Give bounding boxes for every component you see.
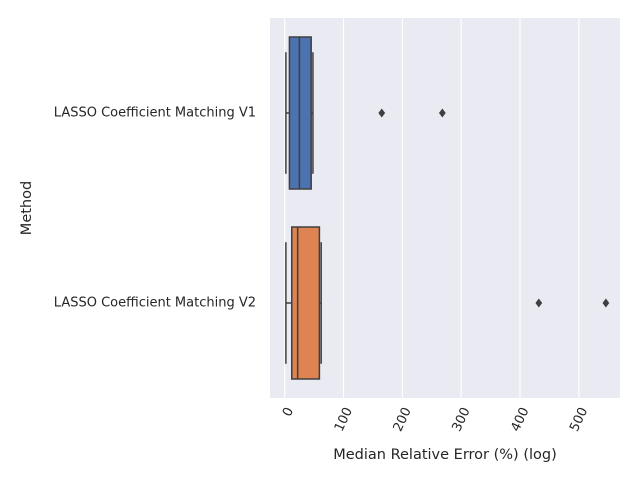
x-tick-labels: 0 100 200 300 400 500 [280, 405, 591, 434]
x-tick-label: 100 [332, 405, 356, 434]
grid-lines [284, 18, 580, 398]
outlier-point [602, 298, 610, 308]
x-tick-label: 300 [450, 405, 474, 434]
x-tick-label: 500 [567, 405, 591, 434]
x-tick-label: 200 [391, 405, 415, 434]
outlier-point [438, 108, 446, 118]
y-axis-title: Method [19, 181, 35, 235]
outlier-point [378, 108, 386, 118]
x-tick-label: 0 [280, 405, 297, 419]
boxes [285, 36, 610, 380]
category-label: LASSO Coefficient Matching V1 [54, 106, 256, 121]
plot-background [270, 18, 620, 398]
x-axis-title: Median Relative Error (%) (log) [333, 447, 557, 463]
category-label: LASSO Coefficient Matching V2 [54, 296, 256, 311]
x-tick-label: 400 [508, 405, 532, 434]
outlier-point [535, 298, 543, 308]
box-iqr [288, 36, 312, 190]
box-iqr [291, 226, 321, 380]
category-labels: LASSO Coefficient Matching V1 LASSO Coeff… [54, 106, 256, 311]
